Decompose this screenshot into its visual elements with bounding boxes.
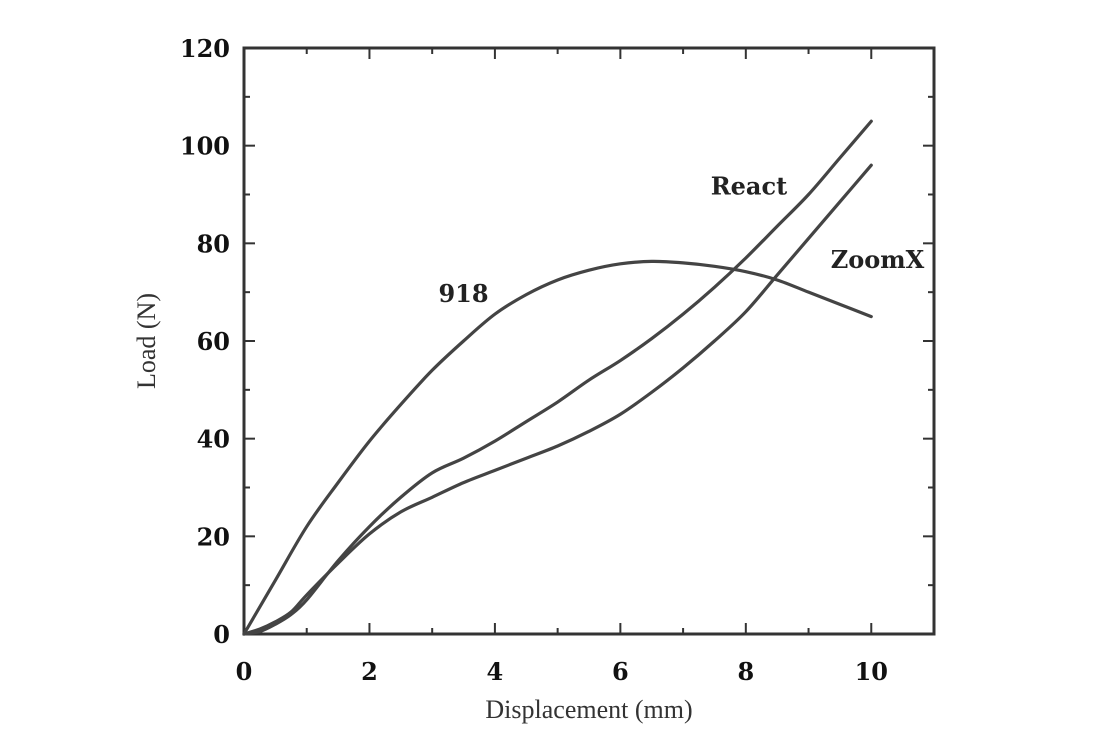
series-label-react: React xyxy=(711,172,787,201)
x-tick-label: 10 xyxy=(855,657,888,686)
y-axis-title: Load (N) xyxy=(132,293,161,389)
y-tick-label: 0 xyxy=(213,620,230,649)
y-tick-label: 80 xyxy=(197,229,230,258)
x-tick-label: 2 xyxy=(361,657,378,686)
series-label-918: 918 xyxy=(438,279,488,308)
x-tick-label: 4 xyxy=(487,657,504,686)
series-line-react xyxy=(242,119,873,636)
series-line-918 xyxy=(242,259,873,636)
x-axis-title: Displacement (mm) xyxy=(485,695,692,724)
y-tick-label: 20 xyxy=(197,522,230,551)
y-tick-label: 40 xyxy=(197,425,230,454)
axis-ticks xyxy=(243,47,935,635)
plot-frame xyxy=(242,46,936,636)
y-tick-label: 120 xyxy=(180,34,230,63)
series-group xyxy=(242,119,873,636)
x-tick-label: 0 xyxy=(236,657,253,686)
x-tick-label: 6 xyxy=(612,657,629,686)
y-tick-label: 60 xyxy=(197,327,230,356)
series-annotations: 918 React ZoomX xyxy=(438,172,924,308)
series-label-zoomx: ZoomX xyxy=(831,245,925,274)
y-tick-label: 100 xyxy=(180,132,230,161)
x-tick-label: 8 xyxy=(737,657,754,686)
series-line-zoomx xyxy=(242,163,873,636)
